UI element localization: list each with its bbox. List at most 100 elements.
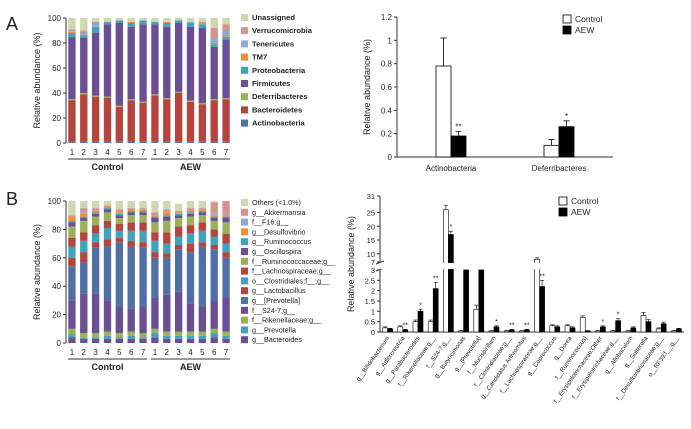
y-tick-label: 0.6	[381, 83, 393, 92]
sample-label: 4	[105, 148, 110, 157]
bar-control	[458, 330, 464, 333]
legend-swatch	[241, 218, 248, 226]
bar-control	[443, 209, 449, 333]
significance-marker: **	[433, 275, 439, 282]
stack-segment-10	[186, 212, 195, 214]
stack-segment-0	[103, 141, 112, 143]
significance-marker: *	[419, 302, 422, 309]
stack-segment-1	[186, 101, 195, 142]
bar-control	[595, 330, 601, 333]
legend-label: g__Ruminococcus	[252, 237, 312, 246]
stack-segment-4	[174, 20, 183, 23]
bar-control	[435, 65, 452, 158]
stack-segment-12	[222, 213, 230, 216]
stack-segment-14	[163, 201, 171, 210]
stack-segment-10	[210, 216, 218, 219]
stack-segment-6	[68, 246, 76, 258]
bar-aew	[478, 269, 485, 333]
stack-segment-9	[91, 213, 100, 217]
stack-segment-2	[151, 94, 159, 96]
bar-aew	[448, 234, 454, 333]
stack-segment-4	[103, 21, 112, 25]
legend-swatch	[241, 199, 248, 206]
y-tick-label: 60	[52, 64, 61, 73]
stack-segment-7	[222, 24, 230, 31]
stack-segment-14	[210, 201, 218, 203]
stack-segment-3	[127, 26, 135, 100]
stack-segment-7	[222, 233, 230, 244]
stack-segment-14	[151, 201, 159, 213]
sample-label: 6	[212, 148, 217, 157]
stack-segment-11	[127, 209, 135, 211]
bar-aew	[387, 328, 393, 333]
legend-swatch	[562, 14, 572, 24]
significance-marker: **	[403, 322, 409, 329]
legend-swatch	[241, 80, 248, 87]
legend-swatch	[558, 196, 568, 206]
stack-segment-0	[127, 141, 135, 143]
stack-segment-7	[186, 225, 195, 234]
stack-segment-3	[91, 293, 100, 334]
stack-segment-13	[80, 208, 88, 213]
y-tick-label: 0.8	[381, 60, 393, 69]
stack-segment-5	[127, 21, 135, 23]
legend-label: Actinobacteria	[252, 119, 306, 128]
stack-segment-6	[163, 243, 171, 254]
stack-segment-6	[80, 240, 88, 253]
stack-segment-5	[103, 239, 112, 247]
y-tick-label: 100	[48, 14, 62, 23]
stack-segment-4	[174, 249, 183, 292]
stack-segment-3	[103, 24, 112, 97]
legend-swatch	[241, 27, 248, 35]
legend-label: g__Prevotella	[252, 325, 296, 334]
stack-segment-8	[186, 18, 195, 22]
stack-segment-4	[186, 252, 195, 304]
sample-label: 6	[129, 148, 134, 157]
group-label: AEW	[180, 162, 202, 172]
stack-segment-13	[174, 210, 183, 213]
legend-swatch	[241, 316, 248, 324]
stack-segment-0	[103, 338, 112, 343]
stack-segment-8	[139, 215, 147, 223]
y-tick-label: 20	[367, 222, 375, 231]
y-tick-label: 0.4	[381, 106, 393, 115]
stack-segment-1	[151, 333, 159, 338]
stack-segment-13	[91, 208, 100, 211]
stack-segment-3	[127, 308, 135, 332]
y-tick-label: 0	[388, 153, 393, 162]
sample-label: 3	[176, 148, 181, 157]
stack-segment-10	[115, 213, 124, 216]
stack-segment-0	[80, 141, 88, 143]
sample-label: 5	[117, 348, 122, 357]
stack-segment-3	[68, 36, 76, 100]
stack-segment-1	[139, 103, 147, 142]
stack-segment-3	[222, 39, 230, 98]
sample-label: 7	[224, 148, 229, 157]
bar-aew	[660, 323, 667, 333]
stack-segment-9	[115, 215, 124, 219]
stack-segment-4	[115, 20, 124, 23]
stack-segment-2	[80, 93, 88, 95]
stack-segment-2	[139, 333, 147, 338]
legend-swatch	[241, 267, 248, 275]
stack-segment-3	[186, 303, 195, 332]
sample-label: 5	[117, 148, 122, 157]
stack-segment-5	[198, 23, 207, 25]
stack-segment-1	[91, 96, 100, 142]
stack-segment-5	[91, 242, 100, 248]
legend-swatch	[241, 40, 248, 48]
stack-segment-8	[115, 18, 124, 21]
stack-segment-1	[198, 104, 207, 142]
stack-segment-3	[103, 300, 112, 332]
group-label: Control	[92, 362, 124, 372]
stack-segment-0	[139, 338, 147, 343]
stack-segment-1	[80, 94, 88, 142]
sample-label: 1	[70, 148, 75, 157]
stack-segment-2	[174, 91, 183, 93]
stack-segment-1	[103, 335, 112, 339]
legend-swatch	[241, 238, 248, 246]
sample-label: 4	[188, 148, 193, 157]
stack-segment-10	[103, 208, 112, 210]
stack-segment-11	[222, 215, 230, 217]
stack-segment-0	[186, 338, 195, 343]
